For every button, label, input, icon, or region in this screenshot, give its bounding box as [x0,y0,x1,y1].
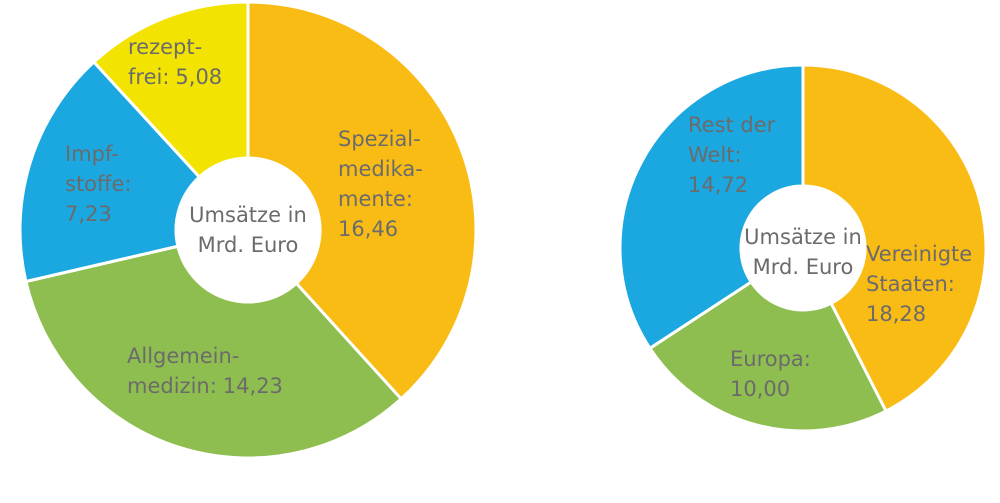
donut-slice [618,63,805,351]
slice-label: Impf-stoffe: [65,142,132,196]
slice-value: 18,28 [866,302,926,326]
slice-label: Spezial-medika-mente: [338,127,423,211]
slice-value: 14,23 [223,374,283,398]
slice-value: 14,72 [688,173,748,197]
slice-value: 10,00 [730,377,790,401]
slice-value: 5,08 [175,65,222,89]
slice-label: Vereinigte Staaten: [866,242,972,296]
slice-value: 16,46 [338,217,398,241]
donut-slice [246,0,478,402]
slice-label: Rest der Welt: [688,113,776,167]
slice-label: Allgemein-medizin: [127,344,239,398]
center-label: Umsätze in Mrd. Euro [744,225,862,279]
donut-slice [801,63,988,414]
donut-slice [91,0,250,180]
donut-slice [18,59,202,284]
donut-slice [647,279,888,433]
slice-value: 7,23 [65,202,112,226]
donut-slice [24,244,404,460]
slice-label: Europa: [730,347,811,371]
slice-label: rezept-frei: [128,35,202,89]
center-label: Umsätze in Mrd. Euro [189,203,307,257]
